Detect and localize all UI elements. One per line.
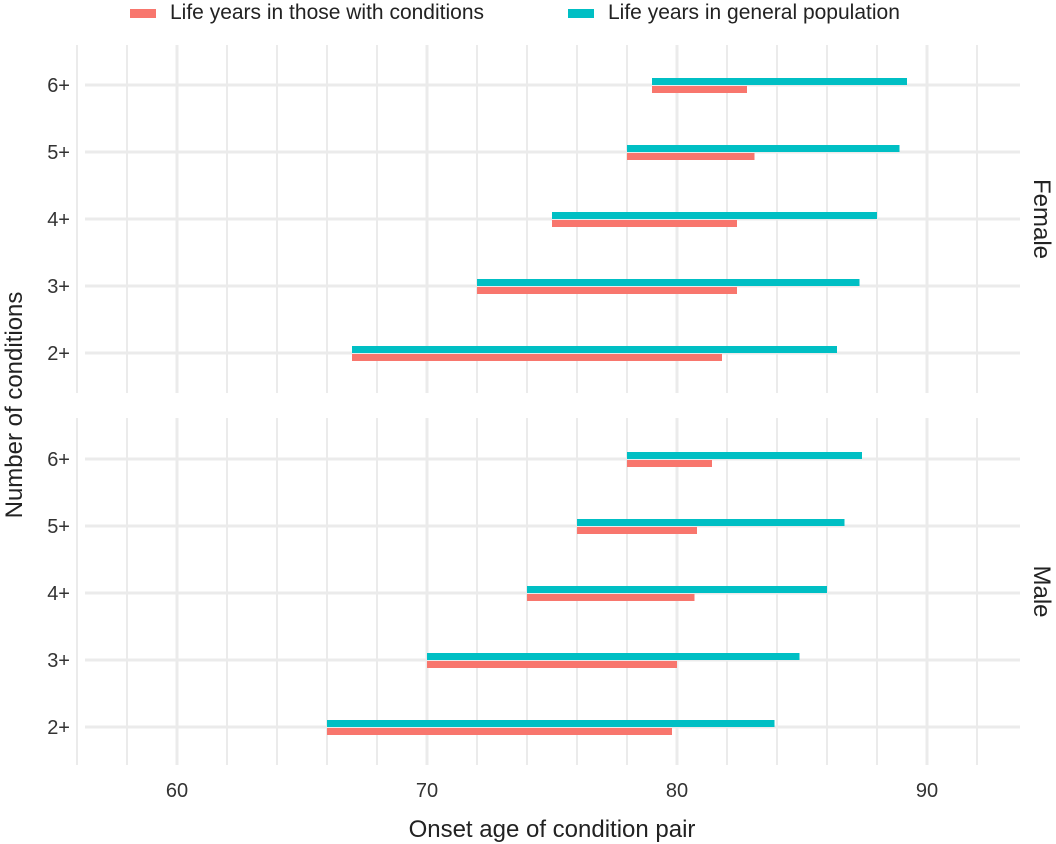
y-tick-label: 6+: [47, 449, 70, 471]
legend-item-with-conditions: Life years in those with conditions: [130, 0, 484, 26]
y-tick-label: 3+: [47, 276, 70, 298]
legend-swatch-general-population: [568, 8, 594, 18]
bar-layer: [327, 78, 907, 735]
legend-item-general-population: Life years in general population: [568, 0, 900, 26]
legend-swatch-with-conditions: [130, 8, 156, 18]
y-tick-label: 4+: [47, 583, 70, 605]
bar-with-conditions: [327, 728, 672, 735]
y-tick-label: 5+: [47, 516, 70, 538]
bar-with-conditions: [577, 527, 697, 534]
x-axis-title: Onset age of condition pair: [409, 816, 696, 843]
bar-with-conditions: [552, 220, 737, 227]
bar-general-population: [327, 720, 775, 727]
y-tick-label: 6+: [47, 75, 70, 97]
bar-general-population: [427, 653, 800, 660]
bar-with-conditions: [627, 460, 712, 467]
legend-label-general-population: Life years in general population: [608, 1, 900, 24]
bar-general-population: [627, 145, 900, 152]
x-tick-label: 80: [666, 780, 688, 802]
bar-general-population: [627, 452, 862, 459]
y-axis-title: Number of conditions: [1, 292, 28, 519]
legend-label-with-conditions: Life years in those with conditions: [170, 1, 485, 24]
bar-with-conditions: [352, 354, 722, 361]
y-tick-label: 2+: [47, 717, 70, 739]
facet-label-male: Male: [1028, 565, 1055, 617]
y-tick-label: 4+: [47, 209, 70, 231]
bar-with-conditions: [477, 287, 737, 294]
bar-general-population: [577, 519, 845, 526]
y-tick-label: 5+: [47, 142, 70, 164]
x-tick-label: 60: [166, 780, 188, 802]
bar-with-conditions: [627, 153, 755, 160]
facet-label-female: Female: [1028, 179, 1055, 259]
bar-general-population: [552, 212, 877, 219]
legend: Life years in those with conditions Life…: [0, 0, 1056, 26]
bar-with-conditions: [652, 86, 747, 93]
bar-general-population: [652, 78, 907, 85]
bar-general-population: [527, 586, 827, 593]
bar-with-conditions: [527, 594, 695, 601]
y-tick-label: 3+: [47, 650, 70, 672]
y-tick-label: 2+: [47, 343, 70, 365]
bar-general-population: [477, 279, 860, 286]
x-tick-label: 90: [916, 780, 938, 802]
x-tick-label: 70: [416, 780, 438, 802]
label-layer: 2+ 3+ 4+ 5+ 6+ Female 2+ 3+ 4+ 5+ 6+ Male 60 70 80 90: [47, 75, 1055, 802]
bar-general-population: [352, 346, 837, 353]
bar-with-conditions: [427, 661, 677, 668]
